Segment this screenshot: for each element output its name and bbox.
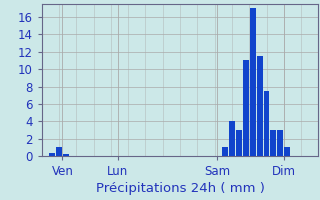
Bar (49, 153, 55, 156)
Bar (270, 130, 276, 156)
Bar (250, 8, 256, 156)
Bar (264, 91, 269, 156)
Bar (277, 130, 283, 156)
Bar (257, 56, 262, 156)
Bar (284, 147, 290, 156)
Bar (222, 147, 228, 156)
Bar (236, 130, 242, 156)
Bar (56, 147, 62, 156)
Bar (63, 154, 69, 156)
X-axis label: Précipitations 24h ( mm ): Précipitations 24h ( mm ) (96, 182, 264, 195)
Bar (229, 121, 235, 156)
Bar (243, 60, 249, 156)
